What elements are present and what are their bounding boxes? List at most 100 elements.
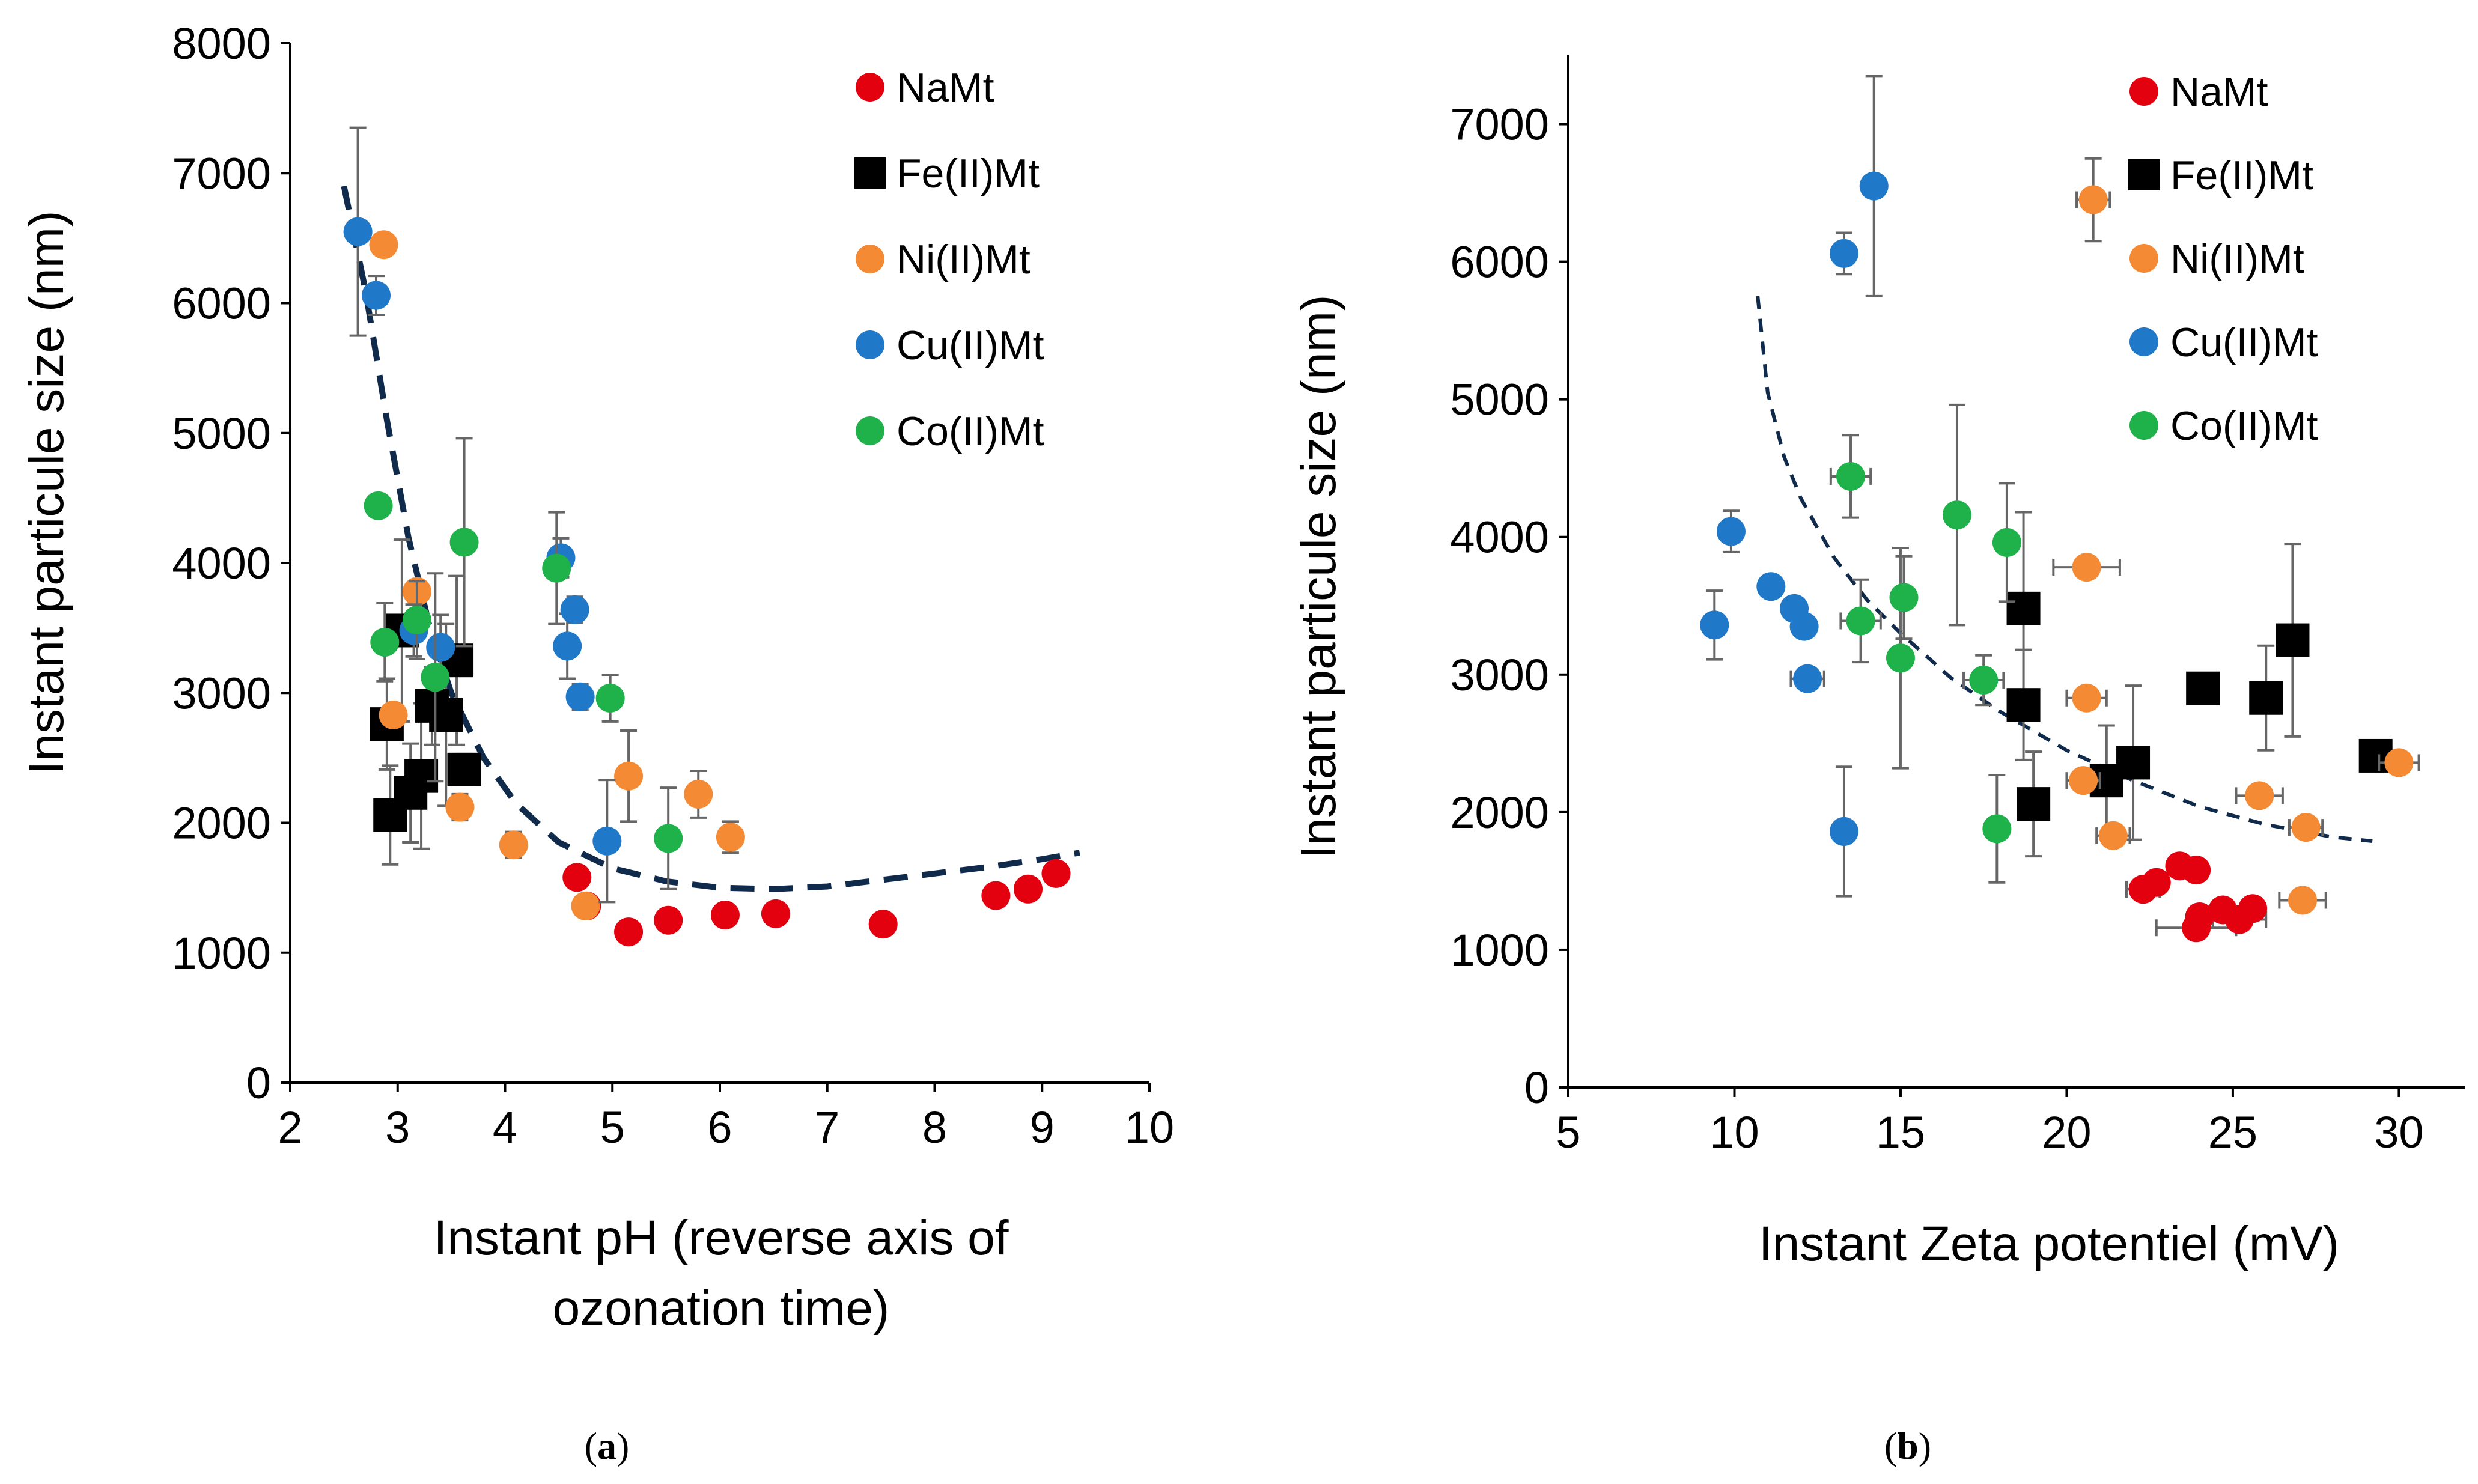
legend-marker — [2129, 77, 2158, 106]
data-point — [2006, 688, 2041, 722]
series-coiimt — [364, 437, 683, 890]
data-point — [1836, 461, 1866, 491]
legend-label: NaMt — [2170, 69, 2268, 115]
data-point — [499, 830, 528, 860]
data-point — [2116, 746, 2151, 780]
legend-label: Ni(II)Mt — [897, 237, 1030, 282]
x-tick-label: 30 — [2374, 1107, 2423, 1157]
legend-item: Co(II)Mt — [856, 409, 1044, 454]
data-point — [404, 759, 439, 793]
legend-item: NaMt — [2129, 69, 2268, 115]
data-point — [421, 663, 450, 692]
data-point — [614, 761, 644, 791]
legend-label: Fe(II)Mt — [2170, 153, 2313, 198]
data-point — [716, 823, 745, 852]
legend-marker — [856, 416, 884, 445]
x-tick-label: 5 — [600, 1102, 625, 1152]
y-tick-label: 4000 — [1450, 512, 1549, 562]
data-point — [2245, 781, 2274, 810]
data-point — [2142, 868, 2171, 897]
data-point — [2238, 894, 2268, 923]
data-point — [2384, 748, 2414, 777]
legend-item: Fe(II)Mt — [2128, 153, 2313, 198]
data-point — [1756, 572, 1786, 601]
legend-item: Ni(II)Mt — [856, 237, 1030, 282]
legend-item: Ni(II)Mt — [2129, 236, 2304, 282]
x-tick-label: 7 — [815, 1102, 839, 1152]
data-point — [369, 230, 398, 260]
x-tick-label: 15 — [1876, 1107, 1925, 1157]
data-point — [1942, 500, 1971, 530]
y-tick-label: 7000 — [1450, 100, 1549, 150]
y-tick-label: 3000 — [1450, 650, 1549, 700]
legend-marker — [854, 157, 886, 189]
series-niiimt — [2052, 157, 2420, 915]
data-point — [2098, 821, 2128, 850]
x-tick-label: 3 — [385, 1102, 410, 1152]
legend-label: Ni(II)Mt — [2170, 236, 2304, 282]
chart-b-xlabel: Instant Zeta potentiel (mV) — [1759, 1217, 2339, 1271]
data-point — [343, 217, 373, 246]
y-tick-label: 4000 — [172, 538, 271, 588]
data-point — [592, 826, 622, 856]
data-point — [379, 701, 408, 730]
x-tick-label: 9 — [1030, 1102, 1055, 1152]
data-point — [2072, 553, 2101, 582]
data-point — [426, 633, 455, 662]
data-point — [654, 905, 683, 935]
data-point — [2182, 913, 2211, 943]
data-point — [2288, 886, 2318, 915]
data-point — [364, 491, 393, 520]
legend-marker — [2129, 244, 2158, 273]
data-point — [402, 606, 431, 635]
data-point — [1859, 171, 1889, 201]
legend-label: Fe(II)Mt — [897, 151, 1040, 196]
data-point — [449, 528, 479, 557]
data-point — [2017, 787, 2051, 821]
data-point — [445, 792, 475, 822]
data-point — [565, 682, 595, 711]
data-point — [1982, 814, 2012, 844]
y-tick-label: 3000 — [172, 668, 271, 718]
legend: NaMt Fe(II)Mt Ni(II)Mt Cu(II)Mt Co(II)Mt — [2128, 69, 2318, 449]
data-point — [1889, 583, 1919, 612]
data-point — [1886, 643, 1915, 673]
chart-b: Instant particule size (nm) Instant Zeta… — [1291, 55, 2465, 1467]
data-point — [595, 683, 625, 713]
data-point — [1829, 817, 1858, 846]
data-point — [2069, 766, 2098, 795]
y-tick-label: 2000 — [1450, 788, 1549, 838]
data-point — [542, 553, 571, 583]
data-point — [2182, 856, 2211, 885]
legend-item: NaMt — [856, 65, 994, 111]
data-point — [571, 891, 600, 920]
data-point — [2276, 623, 2310, 657]
series-niiimt — [369, 230, 745, 920]
y-tick-label: 8000 — [172, 19, 271, 68]
legend-label: Cu(II)Mt — [897, 323, 1044, 368]
data-point — [2249, 681, 2283, 715]
chart-a-xlabel-line2: ozonation time) — [553, 1281, 890, 1336]
y-tick-label: 6000 — [172, 279, 271, 329]
legend-marker — [2129, 411, 2158, 440]
legend-marker — [856, 73, 884, 102]
data-point — [614, 917, 644, 947]
data-point — [981, 881, 1011, 910]
trendline — [1756, 296, 2373, 843]
data-point — [2078, 185, 2108, 214]
legend-item: Fe(II)Mt — [854, 151, 1040, 196]
data-point — [1969, 665, 1999, 695]
legend-label: Co(II)Mt — [2170, 403, 2318, 449]
x-tick-label: 5 — [1556, 1107, 1580, 1157]
x-tick-label: 6 — [707, 1102, 732, 1152]
data-point — [1992, 528, 2021, 557]
series-namt — [2125, 851, 2268, 943]
data-point — [447, 752, 481, 786]
legend-marker — [856, 330, 884, 359]
chart-a-xlabel-line1: Instant pH (reverse axis of — [433, 1211, 1008, 1265]
legend-item: Co(II)Mt — [2129, 403, 2318, 449]
data-point — [553, 631, 582, 661]
data-point — [1014, 874, 1043, 904]
y-tick-label: 1000 — [172, 928, 271, 978]
legend-item: Cu(II)Mt — [856, 323, 1044, 368]
